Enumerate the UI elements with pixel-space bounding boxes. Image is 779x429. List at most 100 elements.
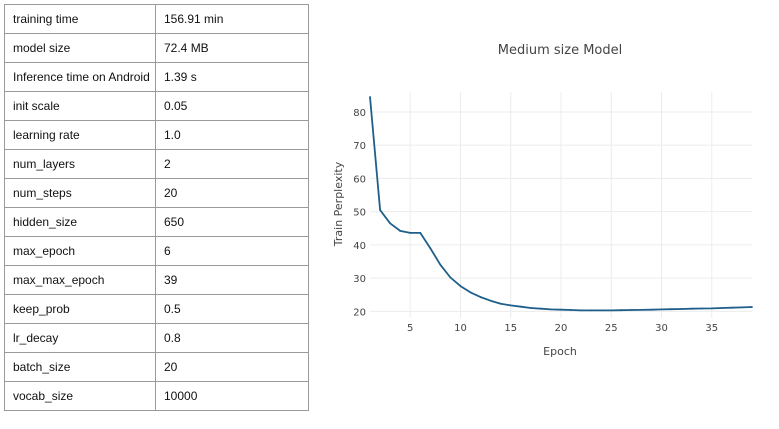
data-point (519, 305, 522, 308)
x-tick-label: 15 (504, 323, 517, 334)
data-point (630, 309, 633, 311)
param-value: 156.91 min (155, 4, 309, 34)
y-tick-label: 80 (353, 108, 366, 119)
param-value: 20 (155, 178, 309, 208)
y-tick-label: 20 (353, 307, 366, 318)
param-name: vocab_size (4, 381, 156, 411)
table-row: init scale 0.05 (4, 91, 309, 121)
data-point (419, 232, 422, 234)
x-tick-label: 30 (655, 323, 668, 334)
data-point (700, 307, 703, 310)
param-value: 2 (155, 149, 309, 179)
data-point (580, 309, 583, 312)
param-value: 6 (155, 236, 309, 266)
table-row: lr_decay 0.8 (4, 323, 309, 353)
chart-plot-area (369, 96, 753, 312)
data-point (650, 308, 653, 311)
table-row: max_epoch 6 (4, 236, 309, 266)
data-point (529, 307, 532, 309)
data-point (489, 299, 492, 302)
param-name: num_steps (4, 178, 156, 208)
data-point (620, 309, 623, 312)
table-row: training time 156.91 min (4, 4, 309, 34)
data-point (479, 296, 482, 298)
param-name: num_layers (4, 149, 156, 179)
data-point (439, 263, 442, 266)
param-name: batch_size (4, 352, 156, 382)
data-point (399, 230, 402, 232)
x-tick-label: 10 (454, 323, 467, 334)
data-point (710, 307, 713, 310)
data-point (509, 304, 512, 307)
data-point (429, 247, 432, 250)
y-axis-label: Train Perplexity (332, 161, 345, 247)
data-point (409, 232, 412, 234)
x-tick-label: 25 (605, 323, 618, 334)
param-value: 1.0 (155, 120, 309, 150)
param-name: model size (4, 33, 156, 63)
table-row: model size 72.4 MB (4, 33, 309, 63)
data-point (600, 309, 603, 312)
chart-title: Medium size Model (498, 43, 622, 58)
param-value: 1.39 s (155, 62, 309, 92)
data-point (560, 308, 562, 311)
x-tick-label: 35 (705, 323, 718, 334)
data-point (449, 276, 452, 279)
table-row: batch_size 20 (4, 352, 309, 382)
data-point (751, 306, 753, 308)
param-value: 0.8 (155, 323, 309, 353)
chart-grid (370, 92, 752, 318)
data-point (730, 306, 733, 309)
data-point (539, 307, 542, 310)
param-name: learning rate (4, 120, 156, 150)
x-tick-label: 5 (407, 323, 413, 334)
param-value: 0.5 (155, 294, 309, 324)
data-point (389, 222, 392, 225)
data-point (590, 309, 593, 312)
param-value: 20 (155, 352, 309, 382)
param-value: 39 (155, 265, 309, 295)
y-tick-label: 30 (353, 274, 366, 285)
table-row: Inference time on Android 1.39 s (4, 62, 309, 92)
y-tick-label: 70 (353, 141, 366, 152)
y-tick-label: 40 (353, 241, 366, 252)
param-name: Inference time on Android (4, 62, 156, 92)
data-point (459, 285, 462, 287)
data-point (570, 309, 572, 311)
table-row: num_layers 2 (4, 149, 309, 179)
table-row: max_max_epoch 39 (4, 265, 309, 295)
table-row: keep_prob 0.5 (4, 294, 309, 324)
data-point (469, 291, 472, 294)
perplexity-line-chart: Medium size Model 20 30 40 50 60 70 80 5 10 15 20… (332, 43, 753, 358)
data-point (741, 306, 743, 309)
data-point (660, 308, 663, 311)
y-tick-label: 50 (353, 208, 366, 219)
x-axis-label: Epoch (543, 345, 577, 358)
param-name: lr_decay (4, 323, 156, 353)
table-row: vocab_size 10000 (4, 381, 309, 411)
x-tick-label: 20 (555, 323, 568, 334)
data-point (640, 308, 643, 311)
x-axis-ticks: 5 10 15 20 25 30 35 (407, 323, 718, 334)
param-name: training time (4, 4, 156, 34)
y-axis-ticks: 20 30 40 50 60 70 80 (353, 108, 366, 318)
param-value: 10000 (155, 381, 309, 411)
data-point (610, 309, 613, 312)
parameters-table-body: training time 156.91 min model size 72.4 MB… (4, 4, 309, 411)
data-point (379, 209, 381, 211)
y-tick-label: 60 (353, 174, 366, 185)
param-name: init scale (4, 91, 156, 121)
param-name: max_epoch (4, 236, 156, 266)
data-point (499, 302, 502, 305)
data-point (550, 308, 552, 311)
param-name: keep_prob (4, 294, 156, 324)
data-point (670, 308, 673, 311)
table-row: num_steps 20 (4, 178, 309, 208)
data-point (690, 307, 693, 310)
param-name: max_max_epoch (4, 265, 156, 295)
param-value: 0.05 (155, 91, 309, 121)
table-row: learning rate 1.0 (4, 120, 309, 150)
param-name: hidden_size (4, 207, 156, 237)
data-point (680, 308, 683, 310)
parameters-table: training time 156.91 min model size 72.4 MB… (4, 4, 309, 411)
